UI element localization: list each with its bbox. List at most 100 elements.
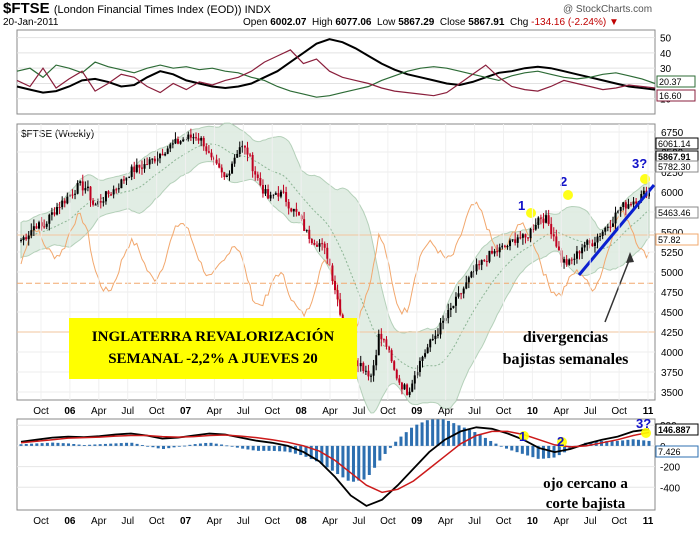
peak-label-1: 1 xyxy=(518,198,525,213)
price-candle xyxy=(418,360,421,373)
macd-histogram-bar xyxy=(320,445,324,465)
price-candle xyxy=(86,186,89,189)
price-candle xyxy=(171,143,174,145)
price-candle xyxy=(56,207,59,215)
price-candle xyxy=(398,378,401,383)
macd-histogram-bar xyxy=(425,420,429,446)
price-x-tick-label: 09 xyxy=(411,406,423,417)
price-candle xyxy=(81,181,84,191)
price-candle xyxy=(125,177,128,181)
price-candle xyxy=(627,204,630,209)
macd-histogram-bar xyxy=(325,445,329,468)
price-candle xyxy=(25,237,28,240)
price-candle xyxy=(506,246,509,248)
price-candle xyxy=(153,158,156,162)
price-candle xyxy=(339,299,342,315)
price-x-tick-label: Jul xyxy=(353,406,366,417)
price-candle xyxy=(622,202,625,207)
macd-histogram-bar xyxy=(241,445,245,449)
price-tick-label: 6750 xyxy=(661,128,684,139)
macd-histogram-bar xyxy=(172,445,176,448)
price-candle xyxy=(182,139,185,142)
price-x-tick-label: Jul xyxy=(468,406,481,417)
price-candle xyxy=(140,167,143,169)
macd-histogram-bar xyxy=(526,445,530,456)
price-candle xyxy=(313,243,316,245)
price-candle xyxy=(174,139,177,144)
price-candle xyxy=(385,339,388,347)
price-tick-label: 4250 xyxy=(661,328,684,339)
price-candle xyxy=(285,191,288,202)
price-candle xyxy=(43,226,46,228)
macd-histogram-bar xyxy=(515,445,519,453)
price-candle xyxy=(207,151,210,153)
macd-histogram-bar xyxy=(267,445,271,451)
macd-x-tick-label: 10 xyxy=(527,516,539,527)
price-candle xyxy=(202,137,205,147)
adx-tick-label: 50 xyxy=(660,34,672,45)
macd-histogram-bar xyxy=(251,445,255,451)
price-candle xyxy=(71,194,74,196)
price-candle xyxy=(431,339,434,341)
price-candle xyxy=(532,228,535,230)
price-candle xyxy=(130,166,133,177)
macd-x-tick-label: 11 xyxy=(643,516,654,527)
price-candle xyxy=(632,201,635,205)
peak-highlight xyxy=(563,190,573,200)
price-candle xyxy=(472,271,475,273)
macd-histogram-bar xyxy=(642,440,646,446)
adx-panel-frame xyxy=(16,29,656,115)
macd-histogram-bar xyxy=(198,443,202,446)
price-candle xyxy=(112,189,115,195)
macd-histogram-bar xyxy=(309,445,313,460)
price-x-tick-label: 10 xyxy=(527,406,539,417)
price-candle xyxy=(233,157,236,164)
price-candle xyxy=(593,242,596,247)
price-candle xyxy=(158,153,161,159)
price-tick-label: 3750 xyxy=(661,368,684,379)
price-candle xyxy=(635,201,638,204)
macd-histogram-bar xyxy=(204,442,208,446)
price-tick-label: 6250 xyxy=(661,168,684,179)
macd-histogram-bar xyxy=(531,445,535,458)
divergence-arrowhead xyxy=(626,252,634,263)
macd-histogram-bar xyxy=(362,445,366,480)
macd-x-tick-label: Apr xyxy=(91,516,107,527)
price-candle xyxy=(390,350,393,362)
price-candle xyxy=(501,245,504,248)
price-candle xyxy=(151,158,154,160)
price-candle xyxy=(454,296,457,306)
price-candle xyxy=(509,240,512,247)
price-candle xyxy=(117,188,120,190)
adx-value-label: 20.37 xyxy=(659,77,682,87)
price-candle xyxy=(45,223,48,227)
price-candle xyxy=(321,243,324,245)
price-candle xyxy=(449,307,452,311)
macd-line-macd xyxy=(20,426,650,507)
price-candle xyxy=(493,251,496,254)
macd-histogram-bar xyxy=(140,444,144,446)
macd-x-tick-label: Jul xyxy=(353,516,366,527)
price-candle xyxy=(236,154,239,158)
price-x-tick-label: 08 xyxy=(296,406,308,417)
price-candle xyxy=(483,260,486,262)
price-candle xyxy=(243,145,246,148)
price-candle xyxy=(475,264,478,272)
macd-histogram-bar xyxy=(341,445,345,478)
macd-x-tick-label: Oct xyxy=(33,516,49,527)
price-candle xyxy=(228,173,231,176)
price-candle xyxy=(120,179,123,189)
price-candle xyxy=(102,201,105,203)
price-candle xyxy=(205,146,208,152)
price-candle xyxy=(249,154,252,156)
price-tick-label: 6000 xyxy=(661,188,684,199)
price-candle xyxy=(400,382,403,390)
macd-histogram-bar xyxy=(135,443,139,446)
macd-histogram-bar xyxy=(336,445,340,475)
price-candle xyxy=(552,234,555,237)
price-candle xyxy=(74,193,77,195)
price-candle xyxy=(457,293,460,297)
price-candle xyxy=(225,175,228,178)
price-candle xyxy=(323,243,326,248)
price-candle xyxy=(231,163,234,174)
